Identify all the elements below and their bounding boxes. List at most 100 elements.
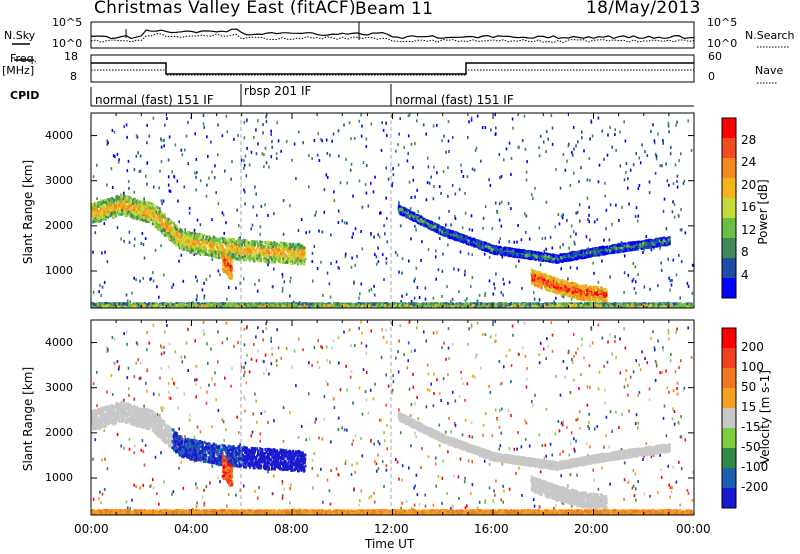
scatter-cell <box>494 286 496 290</box>
scatter-cell <box>601 129 604 133</box>
scatter-cell <box>392 167 394 171</box>
scatter-cell <box>225 114 228 118</box>
scatter-cell <box>173 240 176 243</box>
scatter-cell <box>381 253 384 257</box>
scatter-cell <box>221 236 224 240</box>
scatter-cell <box>180 148 183 152</box>
scatter-cell <box>294 261 296 264</box>
scatter-cell <box>344 252 347 256</box>
scatter-cell <box>171 285 173 289</box>
scatter-cell <box>570 258 573 262</box>
scatter-cell <box>353 280 355 284</box>
scatter-cell <box>575 211 577 215</box>
scatter-cell <box>227 271 230 275</box>
scatter-cell <box>202 113 205 117</box>
scatter-cell <box>345 157 347 161</box>
scatter-cell <box>632 163 635 167</box>
scatter-cell <box>131 206 134 210</box>
scatter-cell <box>101 208 104 212</box>
scatter-cell <box>672 258 675 262</box>
scatter-cell <box>201 288 204 292</box>
scatter-cell <box>398 201 400 205</box>
scatter-cell <box>305 231 307 235</box>
scatter-cell <box>107 209 110 213</box>
scatter-cell <box>494 113 496 117</box>
scatter-cell <box>283 255 286 259</box>
scatter-cell <box>160 160 163 164</box>
scatter-cell <box>267 213 269 217</box>
scatter-cell <box>267 258 270 262</box>
scatter-cell <box>416 286 419 290</box>
scatter-cell <box>226 239 229 243</box>
scatter-cell <box>155 207 157 211</box>
scatter-cell <box>293 245 296 249</box>
scatter-cell <box>364 183 367 187</box>
scatter-cell <box>578 180 580 184</box>
scatter-cell <box>200 249 203 253</box>
scatter-cell <box>106 213 109 216</box>
scatter-cell <box>663 197 666 201</box>
scatter-cell <box>160 145 163 149</box>
scatter-cell <box>206 135 208 139</box>
scatter-cell <box>240 251 243 255</box>
scatter-cell <box>320 138 322 141</box>
scatter-cell <box>603 157 605 161</box>
scatter-cell <box>587 217 589 221</box>
scatter-cell <box>412 178 415 182</box>
scatter-cell <box>183 185 186 189</box>
scatter-cell <box>236 245 239 249</box>
scatter-cell <box>94 203 97 207</box>
scatter-cell <box>545 247 547 251</box>
scatter-cell <box>558 222 561 226</box>
scatter-cell <box>298 253 301 257</box>
scatter-cell <box>161 217 164 221</box>
scatter-cell <box>221 134 224 138</box>
scatter-cell <box>146 161 149 165</box>
scatter-cell <box>410 237 412 241</box>
scatter-cell <box>282 250 285 254</box>
scatter-cell <box>623 178 626 182</box>
scatter-cell <box>674 163 677 167</box>
scatter-cell <box>180 253 183 257</box>
scatter-cell <box>562 243 564 247</box>
scatter-cell <box>224 257 227 261</box>
scatter-cell <box>380 211 382 215</box>
scatter-cell <box>203 281 205 285</box>
scatter-cell <box>165 232 168 235</box>
scatter-cell <box>315 210 317 214</box>
scatter-cell <box>231 160 233 164</box>
scatter-cell <box>231 260 234 264</box>
scatter-cell <box>297 258 300 262</box>
scatter-cell <box>666 179 669 183</box>
scatter-cell <box>350 162 353 166</box>
scatter-cell <box>225 260 228 264</box>
scatter-cell <box>150 217 153 221</box>
scatter-cell <box>256 289 259 293</box>
scatter-cell <box>182 247 185 251</box>
scatter-cell <box>187 248 190 252</box>
scatter-cell <box>205 239 208 243</box>
scatter-cell <box>488 255 491 259</box>
scatter-cell <box>267 245 269 249</box>
scatter-cell <box>213 253 216 257</box>
scatter-cell <box>180 246 183 250</box>
scatter-cell <box>221 267 224 271</box>
scatter-cell <box>199 243 202 247</box>
scatter-cell <box>251 223 254 227</box>
scatter-cell <box>263 249 266 252</box>
scatter-cell <box>382 128 385 132</box>
scatter-cell <box>142 200 145 204</box>
scatter-cell <box>273 241 276 245</box>
scatter-cell <box>204 249 207 253</box>
scatter-cell <box>151 202 154 206</box>
scatter-cell <box>224 249 227 253</box>
scatter-cell <box>466 297 468 301</box>
scatter-cell <box>679 296 681 300</box>
scatter-cell <box>120 209 123 212</box>
scatter-cell <box>385 121 387 125</box>
scatter-cell <box>162 228 165 232</box>
scatter-cell <box>445 223 447 227</box>
scatter-cell <box>471 276 474 280</box>
scatter-cell <box>351 235 353 239</box>
scatter-cell <box>187 235 190 239</box>
